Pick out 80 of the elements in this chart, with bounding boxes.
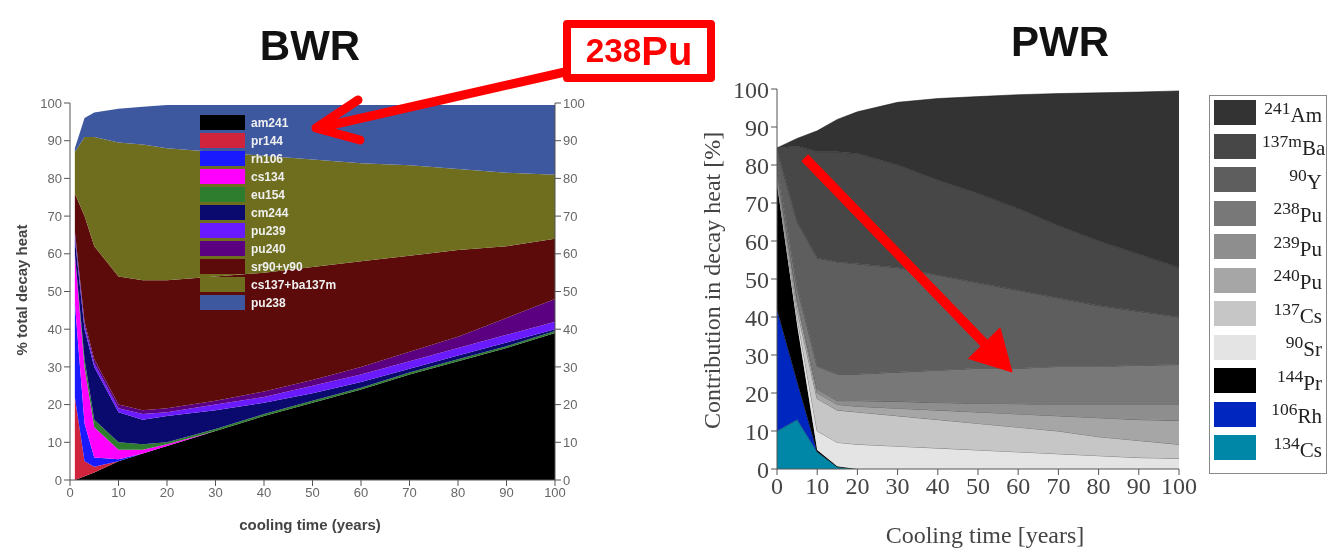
y-tick-label: 60 bbox=[745, 228, 769, 255]
legend-label: $^{137m}$Ba bbox=[1262, 131, 1326, 160]
y-tick-label: 30 bbox=[47, 359, 62, 375]
legend-label: $^{90}$Sr bbox=[1284, 332, 1322, 361]
y2-tick-label: 60 bbox=[563, 246, 578, 262]
legend-label: cs137+ba137m bbox=[251, 277, 338, 292]
legend-label: rh106 bbox=[251, 151, 285, 166]
x-tick-label: 70 bbox=[1046, 473, 1071, 500]
y-tick-label: 60 bbox=[47, 246, 62, 262]
legend-label: pu238 bbox=[251, 295, 287, 310]
legend-label: pu240 bbox=[251, 241, 287, 256]
legend-label: am241 bbox=[251, 115, 290, 130]
x-tick-label: 40 bbox=[925, 473, 950, 500]
x-tick-label: 60 bbox=[353, 485, 369, 501]
x-tick-label: 20 bbox=[845, 473, 870, 500]
y2-tick-label: 100 bbox=[563, 95, 585, 111]
x-tick-label: 80 bbox=[1086, 473, 1111, 500]
legend-label: $^{134}$Cs bbox=[1272, 432, 1322, 462]
chart-title: BWR bbox=[258, 22, 362, 70]
y2-tick-label: 80 bbox=[563, 171, 578, 187]
y-tick-label: 100 bbox=[40, 95, 62, 111]
x-axis-title: cooling time (years) bbox=[238, 516, 382, 533]
chart-title: PWR bbox=[1010, 18, 1110, 66]
y-tick-label: 30 bbox=[745, 342, 769, 369]
legend-label: $^{106}$Rh bbox=[1270, 399, 1322, 428]
y2-tick-label: 10 bbox=[563, 434, 578, 450]
y-axis-title: % total decay heat bbox=[13, 223, 31, 358]
y-tick-label: 50 bbox=[47, 284, 62, 300]
y2-tick-label: 90 bbox=[563, 133, 578, 149]
y-tick-label: 20 bbox=[47, 397, 62, 413]
y-tick-label: 80 bbox=[47, 171, 62, 187]
legend-label: pr144 bbox=[251, 133, 285, 148]
x-tick-label: 100 bbox=[1161, 473, 1197, 500]
y-tick-label: 70 bbox=[745, 190, 769, 217]
x-tick-label: 70 bbox=[402, 485, 417, 501]
y-tick-label: 100 bbox=[733, 76, 769, 103]
y-tick-label: 40 bbox=[745, 304, 769, 331]
x-tick-label: 100 bbox=[544, 485, 566, 501]
x-tick-label: 90 bbox=[499, 485, 514, 501]
legend-label: cm244 bbox=[251, 205, 290, 220]
legend-label: $^{137}$Cs bbox=[1272, 298, 1322, 328]
legend-label: $^{238}$Pu bbox=[1272, 198, 1322, 227]
y2-tick-label: 70 bbox=[563, 208, 578, 224]
y2-tick-label: 30 bbox=[563, 359, 578, 375]
x-tick-label: 50 bbox=[305, 485, 320, 501]
legend-label: $^{241}$Am bbox=[1263, 97, 1322, 127]
x-tick-label: 20 bbox=[159, 485, 175, 501]
legend-label: $^{90}$Y bbox=[1288, 164, 1322, 194]
x-tick-label: 80 bbox=[450, 485, 466, 501]
y-tick-label: 0 bbox=[757, 456, 769, 483]
y-tick-label: 10 bbox=[47, 434, 62, 450]
x-tick-label: 40 bbox=[256, 485, 272, 501]
legend-label: $^{239}$Pu bbox=[1272, 231, 1322, 261]
y2-tick-label: 50 bbox=[563, 284, 578, 300]
x-tick-label: 30 bbox=[885, 473, 910, 500]
legend-label: $^{240}$Pu bbox=[1272, 265, 1322, 294]
y-axis-title: Contribution in decay heat [%] bbox=[697, 130, 726, 431]
y-tick-label: 50 bbox=[745, 266, 769, 293]
legend-label: $^{144}$Pr bbox=[1276, 365, 1322, 395]
x-tick-label: 0 bbox=[66, 485, 74, 501]
y-tick-label: 40 bbox=[47, 321, 62, 337]
y-tick-label: 80 bbox=[745, 152, 769, 179]
y-tick-label: 20 bbox=[745, 380, 769, 407]
x-tick-label: 90 bbox=[1126, 473, 1151, 500]
y2-tick-label: 40 bbox=[563, 321, 578, 337]
x-tick-label: 10 bbox=[111, 485, 126, 501]
y-tick-label: 70 bbox=[47, 208, 62, 224]
x-tick-label: 50 bbox=[966, 473, 990, 500]
x-tick-label: 10 bbox=[805, 473, 830, 500]
legend-label: cs134 bbox=[251, 169, 286, 184]
y-tick-label: 10 bbox=[745, 418, 769, 445]
x-tick-label: 60 bbox=[1006, 473, 1031, 500]
legend-label: pu239 bbox=[251, 223, 287, 238]
legend-label: eu154 bbox=[251, 187, 287, 202]
y2-tick-label: 20 bbox=[563, 397, 578, 413]
x-axis-title: Cooling time [years] bbox=[884, 522, 1086, 549]
y-tick-label: 90 bbox=[47, 133, 62, 149]
y-tick-label: 90 bbox=[745, 114, 769, 141]
x-tick-label: 30 bbox=[208, 485, 223, 501]
legend-label: sr90+y90 bbox=[251, 259, 304, 274]
